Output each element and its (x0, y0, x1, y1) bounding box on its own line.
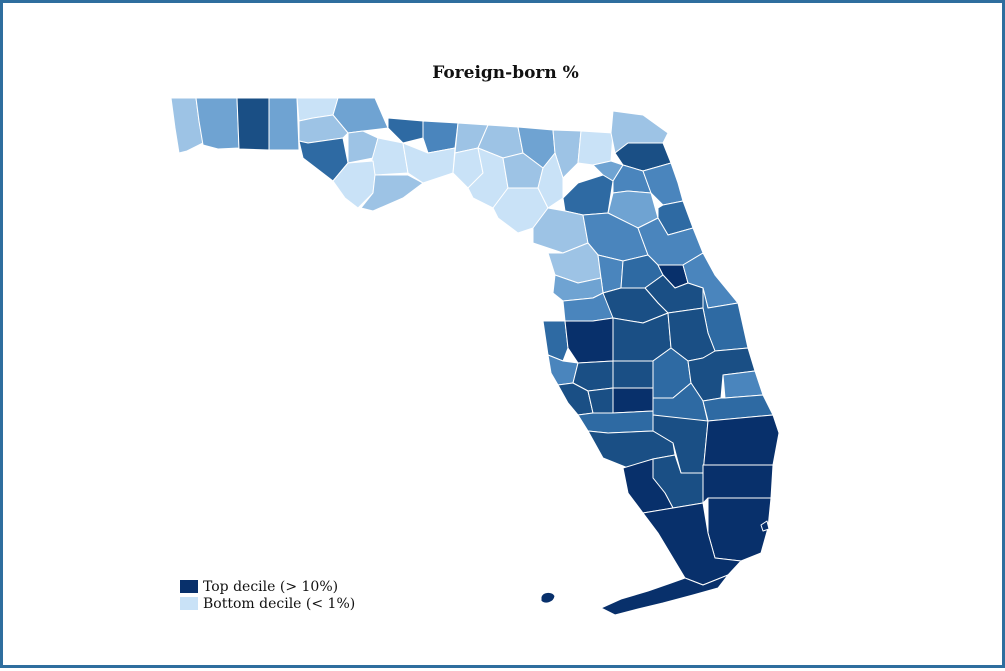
county-region (360, 174, 424, 212)
county-region (370, 137, 409, 176)
florida-county-map (170, 97, 780, 616)
county-region (702, 464, 774, 504)
county-region (562, 174, 614, 216)
county-region (722, 370, 764, 399)
legend-label-top: Top decile (> 10%) (203, 578, 339, 595)
county-region (542, 320, 569, 362)
county-region (707, 497, 772, 562)
county-region (332, 160, 376, 209)
county-region (587, 387, 614, 414)
county-region (564, 317, 614, 364)
county-region (268, 97, 300, 151)
county-region (612, 360, 654, 389)
legend-item-bottom: Bottom decile (< 1%) (180, 595, 355, 612)
county-region (387, 117, 424, 144)
legend-label-bottom: Bottom decile (< 1%) (203, 595, 356, 612)
county-region (600, 574, 729, 616)
county-region (552, 129, 582, 179)
county-region (540, 591, 556, 604)
legend-swatch-bottom (180, 597, 198, 610)
map-legend: Top decile (> 10%) Bottom decile (< 1%) (180, 578, 355, 612)
county-region (577, 410, 654, 434)
county-region (642, 502, 742, 586)
county-region (236, 97, 270, 151)
county-region (577, 130, 614, 166)
county-region (622, 458, 674, 514)
county-region (195, 97, 240, 150)
county-region (612, 387, 654, 414)
map-title: Foreign-born % (432, 63, 579, 83)
county-region (760, 520, 770, 532)
legend-item-top: Top decile (> 10%) (180, 578, 355, 595)
legend-swatch-top (180, 580, 198, 593)
county-region (702, 414, 780, 474)
